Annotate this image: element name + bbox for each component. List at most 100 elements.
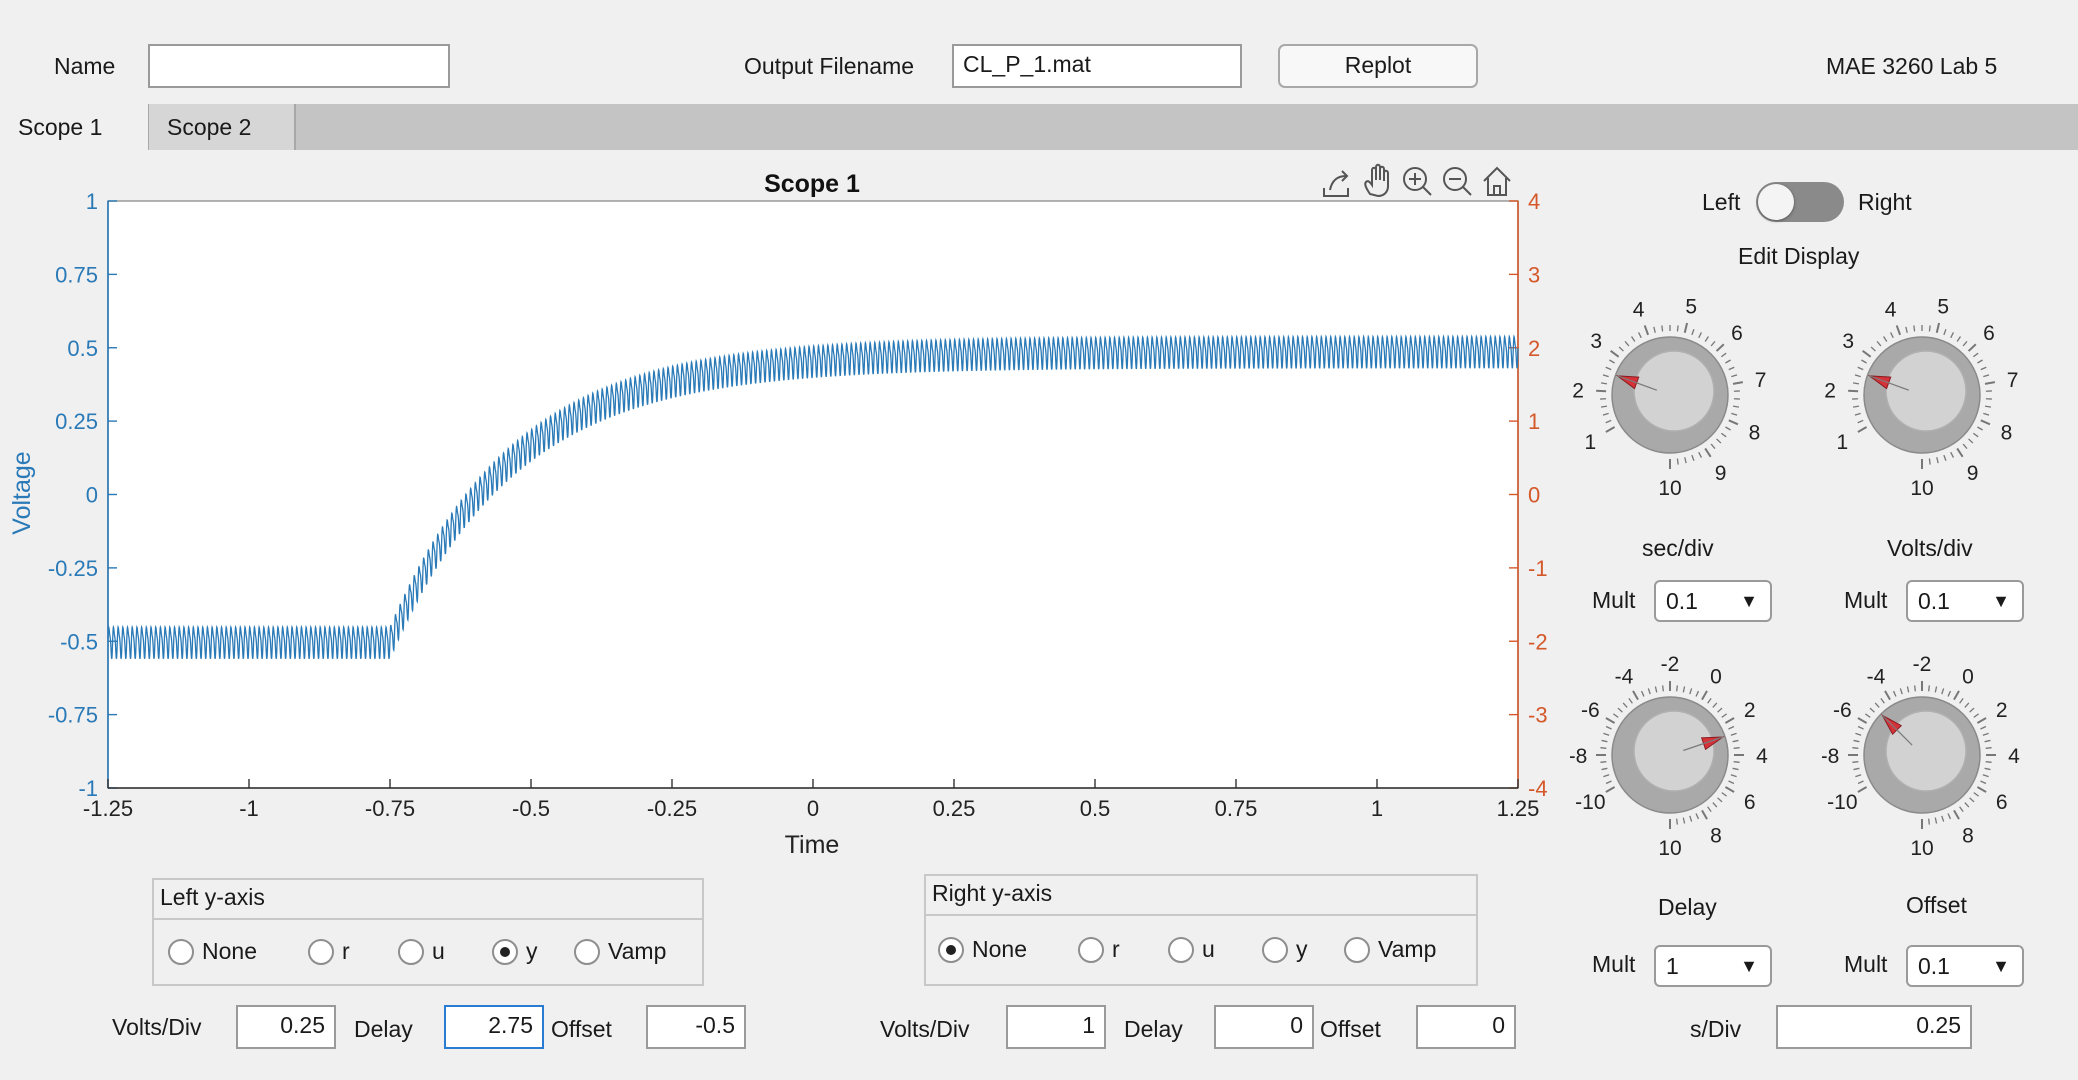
knob-tick	[1959, 697, 1964, 704]
knob-tick	[1882, 336, 1888, 342]
radio-button[interactable]	[938, 936, 964, 963]
knob-tick	[1980, 780, 1987, 785]
right-offset-input[interactable]: 0	[1416, 1005, 1516, 1049]
knob-scale-label: 6	[1731, 322, 1743, 345]
x-tick-label: 0	[807, 796, 819, 821]
knob-tick	[1855, 732, 1862, 736]
plot-area[interactable]	[107, 200, 1519, 789]
radio-label: None	[972, 936, 1027, 962]
left-delay-input[interactable]: 2.75	[444, 1005, 544, 1049]
chevron-down-icon: ▼	[1740, 591, 1758, 611]
tab-scope-2[interactable]: Scope 2	[148, 104, 296, 150]
radio-button[interactable]	[492, 938, 518, 965]
y2-tick-label: -3	[1528, 703, 1548, 728]
knob-tick	[1956, 336, 1962, 342]
sec-div-knob[interactable]: 1 2 3 4 5 6 7 89 10	[1570, 290, 1770, 500]
knob-tick	[1852, 382, 1860, 385]
left-radio-y[interactable]: y	[492, 938, 538, 965]
knob-scale-label: 3	[1842, 330, 1854, 353]
output-filename-input[interactable]: CL_P_1.mat	[952, 44, 1242, 88]
s-div-input[interactable]: 0.25	[1776, 1005, 1972, 1049]
knob-tick	[1972, 352, 1979, 358]
knob-tick	[1980, 725, 1987, 730]
toggle-thumb[interactable]	[1758, 184, 1794, 220]
volts-div-label: Volts/div	[1887, 535, 1973, 561]
zoom-in-icon[interactable]	[1403, 167, 1432, 196]
knob-tick	[1732, 381, 1744, 385]
knob-tick	[1936, 457, 1939, 464]
right-radio-vamp[interactable]: Vamp	[1344, 936, 1436, 963]
left-volts-div-input[interactable]: 0.25	[236, 1005, 336, 1049]
knob-tick	[1624, 340, 1630, 347]
knob-tick	[1728, 725, 1735, 730]
right-radio-r[interactable]: r	[1078, 936, 1120, 963]
radio-button[interactable]	[1262, 936, 1288, 963]
knob-scale-label: -2	[1913, 653, 1932, 676]
knob-tick	[1728, 419, 1739, 426]
knob-tick	[1884, 690, 1891, 701]
left-radio-r[interactable]: r	[308, 938, 350, 965]
knob-tick	[1716, 438, 1722, 444]
radio-button[interactable]	[1168, 936, 1194, 963]
knob-tick	[1717, 797, 1723, 803]
replot-button[interactable]: Replot	[1278, 44, 1478, 88]
knob-tick	[1601, 767, 1608, 771]
radio-button[interactable]	[1344, 936, 1370, 963]
zoom-out-icon[interactable]	[1443, 167, 1472, 196]
knob-tick	[1689, 688, 1693, 695]
export-icon[interactable]	[1323, 170, 1349, 197]
left-radio-none[interactable]: None	[168, 938, 257, 965]
offset-mult-select[interactable]: 0.1 ▼	[1906, 945, 2024, 987]
delay-mult-select[interactable]: 1 ▼	[1654, 945, 1772, 987]
knob-tick	[1947, 690, 1952, 697]
knob-tick	[1724, 717, 1735, 724]
knob-tick	[1914, 685, 1916, 692]
home-icon[interactable]	[1483, 166, 1511, 196]
radio-button[interactable]	[1078, 936, 1104, 963]
right-volts-div-input[interactable]: 1	[1006, 1005, 1106, 1049]
radio-button[interactable]	[574, 938, 600, 965]
left-radio-u[interactable]: u	[398, 938, 445, 965]
volts-div-mult-select[interactable]: 0.1 ▼	[1906, 580, 2024, 622]
radio-button[interactable]	[168, 938, 194, 965]
y2-tick-label: -1	[1528, 556, 1548, 581]
radio-button[interactable]	[398, 938, 424, 965]
name-input[interactable]	[148, 44, 450, 88]
knob-scale-label: -10	[1827, 791, 1857, 814]
knob-pointer-line	[1683, 736, 1724, 752]
knob-scale-label: 8	[2001, 421, 2013, 444]
panel-divider	[926, 914, 1476, 916]
pan-hand-icon[interactable]	[1364, 163, 1389, 198]
chevron-down-icon: ▼	[1740, 956, 1758, 976]
tab-scope-1[interactable]: Scope 1	[0, 104, 148, 150]
knob-tick	[1977, 426, 1983, 431]
knob-tick	[1857, 786, 1868, 793]
knob-scale-label: 2	[1744, 699, 1756, 722]
left-radio-vamp[interactable]: Vamp	[574, 938, 666, 965]
y-tick-label: -0.5	[60, 629, 98, 654]
right-radio-y[interactable]: y	[1262, 936, 1308, 963]
knob-tick	[1725, 359, 1731, 364]
x-tick-label: -0.75	[365, 796, 415, 821]
y2-tick-label: -2	[1528, 629, 1548, 654]
knob-scale-label: 8	[1749, 421, 1761, 444]
sec-div-mult-select[interactable]: 0.1 ▼	[1654, 580, 1772, 622]
right-radio-none[interactable]: None	[938, 936, 1027, 963]
knob-tick	[1969, 797, 1975, 803]
knob-tick	[1618, 346, 1624, 352]
right-delay-input[interactable]: 0	[1214, 1005, 1314, 1049]
volts-div-mult-value: 0.1	[1918, 588, 1950, 614]
radio-button[interactable]	[308, 938, 334, 965]
volts-div-knob[interactable]: 1 2 3 4 5 6 7 89 10	[1822, 290, 2022, 500]
knob-tick	[1969, 707, 1975, 713]
knob-scale-label: 9	[1967, 462, 1979, 485]
knob-tick	[1720, 352, 1727, 358]
knob-scale-label: 10	[1910, 837, 1933, 860]
knob-tick	[1928, 458, 1931, 465]
right-radio-u[interactable]: u	[1168, 936, 1215, 963]
left-offset-input[interactable]: -0.5	[646, 1005, 746, 1049]
knob-tick	[1698, 451, 1702, 458]
left-right-toggle[interactable]	[1756, 182, 1844, 222]
